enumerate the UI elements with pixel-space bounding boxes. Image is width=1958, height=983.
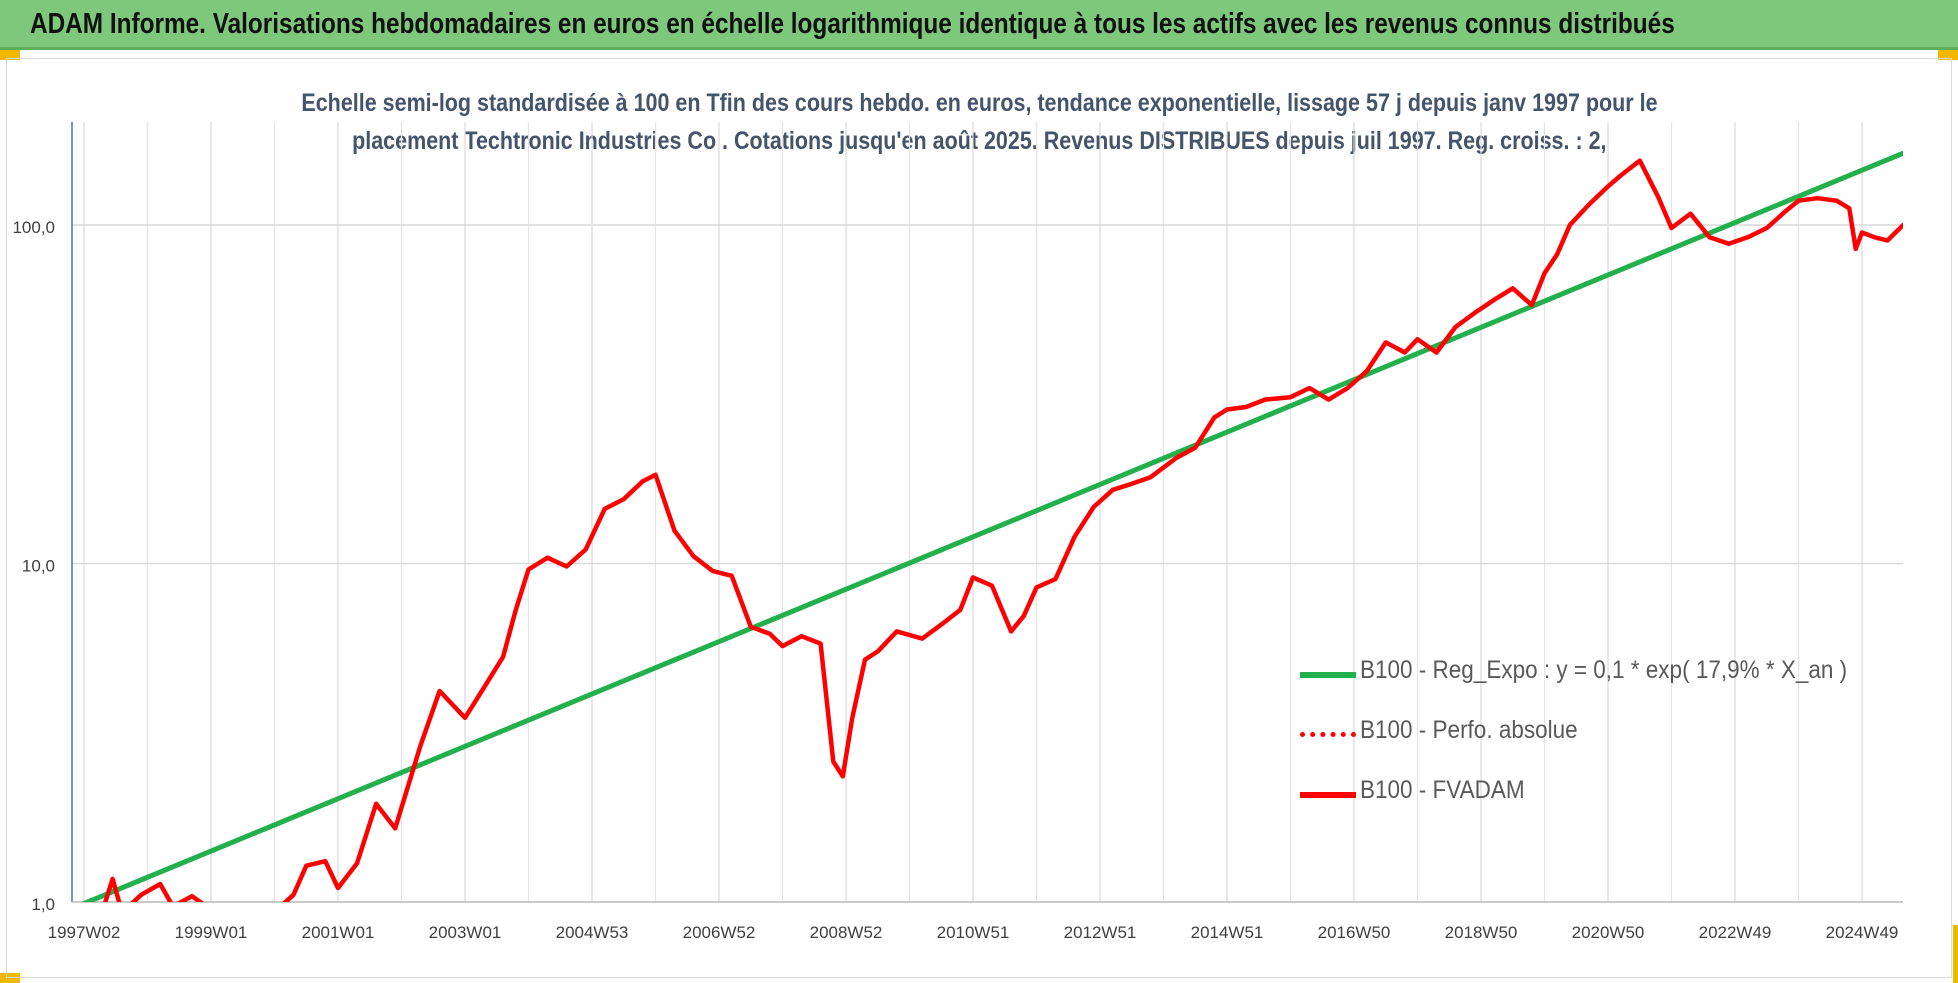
- legend-swatch-perfo: [1300, 732, 1356, 737]
- x-tick-label: 2024W49: [1826, 923, 1899, 942]
- x-tick-label: 2018W50: [1445, 923, 1518, 942]
- x-tick-label: 2014W51: [1191, 923, 1264, 942]
- x-tick-label: 2001W01: [302, 923, 375, 942]
- corner-marker: [1938, 50, 1958, 60]
- x-tick-label: 2008W52: [810, 923, 883, 942]
- legend-swatch-fvadam: [1300, 792, 1356, 798]
- y-tick-label: 10,0: [22, 557, 55, 576]
- corner-marker: [0, 973, 20, 983]
- legend-label-trend: B100 - Reg_Expo : y = 0,1 * exp( 17,9% *…: [1360, 656, 1848, 684]
- corner-marker: [1953, 925, 1958, 983]
- legend-item-trend: B100 - Reg_Expo : y = 0,1 * exp( 17,9% *…: [1300, 650, 1920, 710]
- legend-label-fvadam: B100 - FVADAM: [1360, 776, 1525, 804]
- trend-line-series: [82, 150, 1903, 902]
- y-tick-label: 100,0: [12, 218, 55, 237]
- y-tick-label: 1,0: [31, 895, 55, 914]
- x-tick-label: 2006W52: [683, 923, 756, 942]
- legend-label-perfo: B100 - Perfo. absolue: [1360, 716, 1578, 744]
- series-lines: [82, 150, 1903, 902]
- x-tick-label: 1999W01: [175, 923, 248, 942]
- chart-subtitle-line-1: Echelle semi-log standardisée à 100 en T…: [300, 89, 1658, 117]
- tick-labels: 1,0 10,0 100,0 1997W02 1999W01 2001W01 2003W01…: [12, 218, 1898, 942]
- corner-marker: [0, 50, 20, 60]
- x-tick-label: 2004W53: [556, 923, 629, 942]
- chart-subtitle-line-2: placement Techtronic Industries Co . Cot…: [351, 127, 1607, 155]
- header-banner: ADAM Informe. Valorisations hebdomadaire…: [0, 0, 1958, 50]
- legend-swatch-trend: [1300, 672, 1356, 678]
- chart-frame: [6, 58, 1952, 978]
- axes: [71, 122, 1903, 903]
- x-tick-label: 2022W49: [1699, 923, 1772, 942]
- x-tick-label: 2010W51: [937, 923, 1010, 942]
- x-tick-label: 2020W50: [1572, 923, 1645, 942]
- chart-subtitle: Echelle semi-log standardisée à 100 en T…: [0, 84, 1958, 160]
- x-tick-label: 2003W01: [429, 923, 502, 942]
- legend-item-fvadam: B100 - FVADAM: [1300, 770, 1920, 830]
- x-tick-label: 2012W51: [1064, 923, 1137, 942]
- fvadam-line-series: [102, 158, 1903, 902]
- legend-item-perfo: B100 - Perfo. absolue: [1300, 710, 1920, 770]
- x-tick-label: 1997W02: [48, 923, 121, 942]
- x-tick-label: 2016W50: [1318, 923, 1391, 942]
- page-title: ADAM Informe. Valorisations hebdomadaire…: [30, 8, 1675, 40]
- chart-legend: B100 - Reg_Expo : y = 0,1 * exp( 17,9% *…: [1300, 650, 1920, 830]
